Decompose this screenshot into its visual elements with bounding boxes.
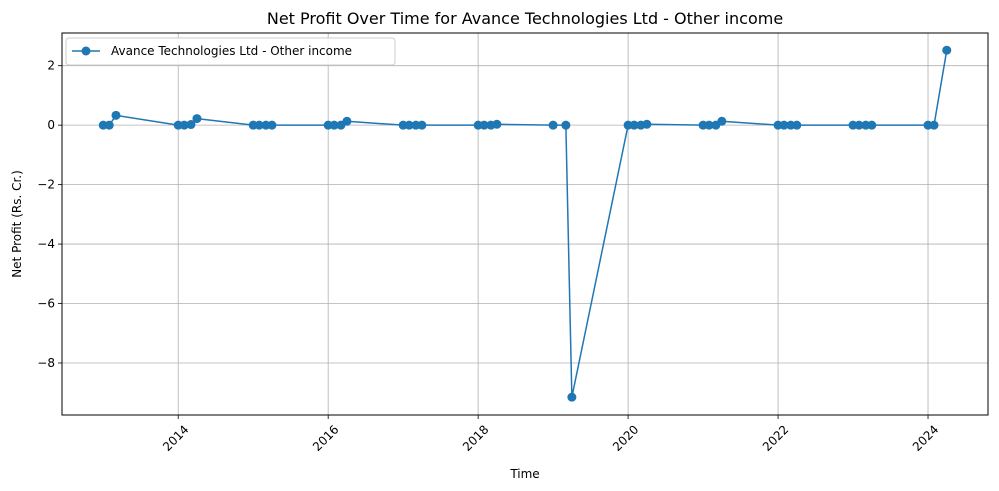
data-point [479, 120, 489, 130]
data-point [548, 120, 558, 130]
data-point [561, 120, 571, 130]
data-point [342, 116, 352, 126]
series-group [98, 45, 952, 402]
data-point [929, 120, 939, 130]
y-axis-label: Net Profit (Rs. Cr.) [10, 170, 24, 278]
legend-marker-swatch [81, 46, 91, 56]
data-point [417, 120, 427, 130]
y-tick-label: −2 [37, 178, 55, 192]
data-point [179, 120, 189, 130]
chart-title: Net Profit Over Time for Avance Technolo… [267, 9, 783, 28]
plot-frame [61, 32, 989, 416]
data-point [629, 120, 639, 130]
data-point [254, 120, 264, 130]
grid [62, 33, 988, 415]
y-tick-label: 0 [47, 118, 55, 132]
y-axis: 2 0 −2 −4 −6 −8 [37, 59, 62, 370]
y-tick-label: 2 [47, 59, 55, 73]
data-point [704, 120, 714, 130]
legend-label: Avance Technologies Ltd - Other income [111, 44, 352, 58]
data-point [111, 110, 121, 120]
data-point [329, 120, 339, 130]
legend-box [65, 37, 396, 66]
data-point [717, 116, 727, 126]
data-point [792, 120, 802, 130]
data-point [779, 120, 789, 130]
data-point [942, 45, 952, 55]
data-point [192, 114, 202, 124]
x-axis-label: Time [509, 467, 539, 481]
data-point [854, 120, 864, 130]
data-point [267, 120, 277, 130]
data-point [492, 119, 502, 129]
data-point [404, 120, 414, 130]
y-tick-label: −8 [37, 356, 55, 370]
data-point [567, 392, 577, 402]
data-point [186, 120, 196, 130]
data-point [104, 120, 114, 130]
y-tick-label: −6 [37, 297, 55, 311]
data-point [867, 120, 877, 130]
y-tick-label: −4 [37, 237, 55, 251]
data-point [642, 119, 652, 129]
legend: Avance Technologies Ltd - Other income [65, 37, 396, 66]
